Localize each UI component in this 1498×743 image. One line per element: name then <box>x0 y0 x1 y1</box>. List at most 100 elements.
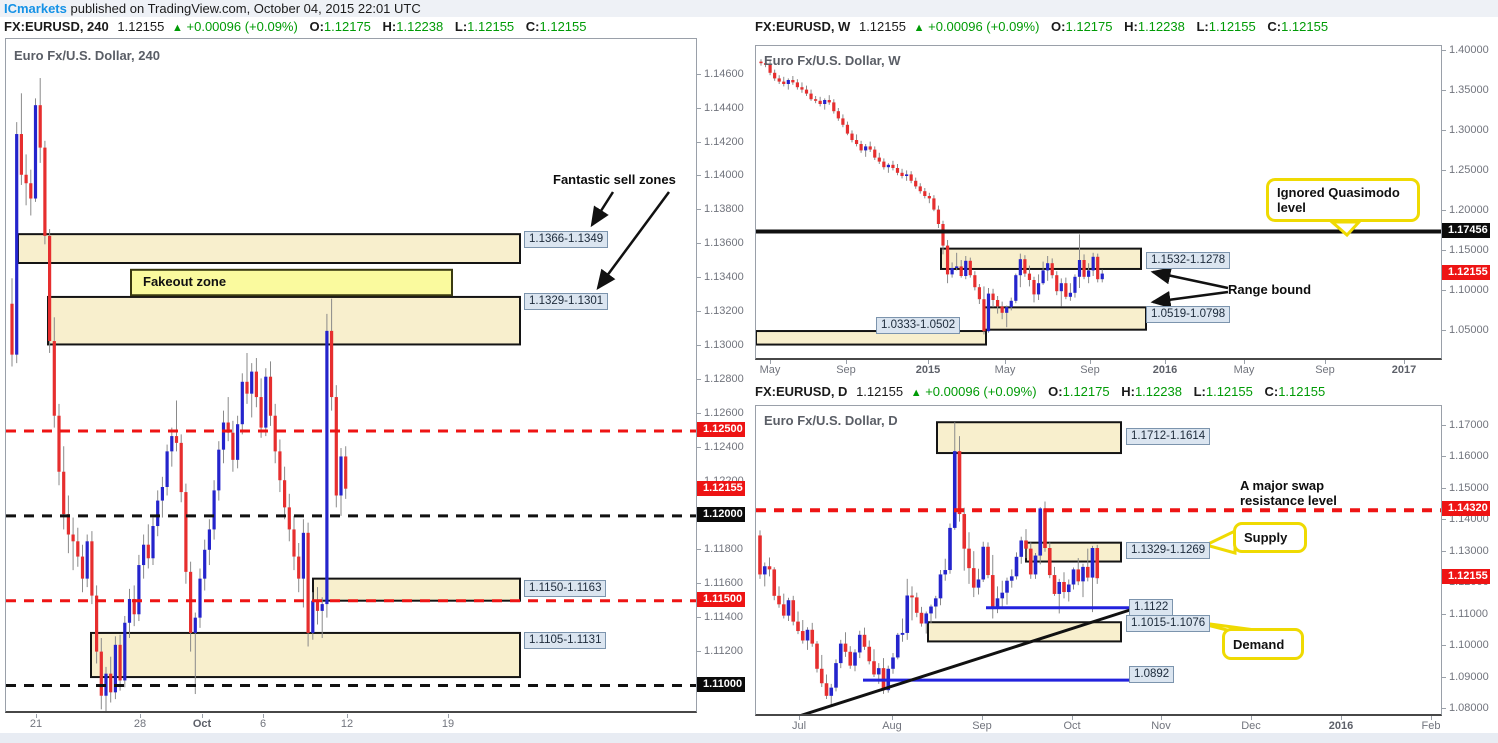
publisher-link[interactable]: ICmarkets <box>4 1 67 16</box>
price-range-label[interactable]: 1.1122 <box>1129 599 1174 616</box>
bottom-strip <box>0 733 1498 743</box>
y-axis-label: 1.14600 <box>697 67 744 81</box>
y-axis-label: 1.12800 <box>697 372 744 386</box>
chart-header-240: FX:EURUSD, 240 1.12155 ▲ +0.00096 (+0.09… <box>4 19 587 34</box>
chart-canvas-cd <box>756 421 1441 714</box>
x-axis-tick <box>846 360 847 364</box>
y-axis-label: 1.15000 <box>1442 481 1489 495</box>
y-axis-label: 1.11800 <box>697 542 743 556</box>
price-range-label[interactable]: 1.1329-1.1269 <box>1126 542 1211 559</box>
price-tag-black: 1.11000 <box>697 676 745 692</box>
x-axis-tick <box>1244 360 1245 364</box>
annotation-note[interactable]: Range bound <box>1228 282 1312 297</box>
x-axis-tick <box>1251 716 1252 720</box>
y-axis-label: 1.20000 <box>1442 203 1489 217</box>
price-range-label[interactable]: 1.0519-1.0798 <box>1146 306 1231 323</box>
x-axis-label: Jul <box>791 720 807 732</box>
y-axis-label: 1.15000 <box>1442 243 1489 257</box>
x-axis-label: Sep <box>972 720 992 732</box>
y-axis-label: 1.17000 <box>1442 418 1489 432</box>
x-axis-tick <box>928 360 929 364</box>
price-range-label[interactable]: 1.1329-1.1301 <box>524 293 609 310</box>
x-axis-tick <box>770 360 771 364</box>
x-axis-tick <box>892 716 893 720</box>
x-axis-label: Oct <box>192 718 212 730</box>
y-axis-label: 1.35000 <box>1442 83 1489 97</box>
price-range-label[interactable]: 1.1532-1.1278 <box>1146 252 1231 269</box>
y-axis-label: 1.40000 <box>1442 43 1489 57</box>
y-axis-label: 1.14000 <box>697 168 744 182</box>
y-axis-label: 1.13600 <box>697 236 744 250</box>
x-axis-label: May <box>759 364 781 376</box>
y-axis-label: 1.13000 <box>697 338 744 352</box>
x-axis-tick <box>1161 716 1162 720</box>
y-axis-label: 1.13400 <box>697 270 744 284</box>
y-axis-label: 1.25000 <box>1442 163 1489 177</box>
price-chart-daily[interactable] <box>755 405 1442 716</box>
y-axis-label: 1.12600 <box>697 406 744 420</box>
y-axis-label: 1.09000 <box>1442 670 1489 684</box>
x-axis-label: 28 <box>133 718 147 730</box>
low-value: 1.12155 <box>467 19 515 34</box>
price-range-label[interactable]: 1.1150-1.1163 <box>524 580 607 597</box>
y-axis-label: 1.13000 <box>1442 544 1489 558</box>
y-axis-label: 1.14000 <box>1442 512 1489 526</box>
high-value: 1.12238 <box>396 19 444 34</box>
last-price: 1.12155 <box>117 19 165 34</box>
fakeout-zone-label[interactable]: Fakeout zone <box>143 273 227 289</box>
callout-bubble[interactable]: Demand <box>1222 628 1304 660</box>
price-range-label[interactable]: 1.1105-1.1131 <box>524 632 607 649</box>
x-axis-label: 2015 <box>915 364 941 376</box>
x-axis-label: Aug <box>882 720 902 732</box>
price-tag-red: 1.12155 <box>1442 569 1490 585</box>
x-axis-tick <box>140 714 141 718</box>
x-axis-tick <box>1005 360 1006 364</box>
y-axis-label: 1.11000 <box>1442 607 1488 621</box>
symbol-weekly: FX:EURUSD, W <box>755 19 851 34</box>
symbol-240: FX:EURUSD, 240 <box>4 19 109 34</box>
x-axis-tick <box>982 716 983 720</box>
price-chart-240[interactable] <box>5 38 697 713</box>
chart-canvas-c240 <box>6 78 696 711</box>
x-axis-label: Sep <box>836 364 856 376</box>
x-axis-label: 6 <box>259 718 267 730</box>
chart-title-weekly: Euro Fx/U.S. Dollar, W <box>764 53 901 68</box>
x-axis-label: Oct <box>1063 720 1081 732</box>
y-axis-label: 1.12400 <box>697 440 744 454</box>
price-tag-red: 1.14320 <box>1442 501 1490 517</box>
x-axis-tick <box>799 716 800 720</box>
price-range-label[interactable]: 1.1712-1.1614 <box>1126 428 1211 445</box>
change: +0.00096 (+0.09%) <box>186 19 298 34</box>
x-axis-label: 2017 <box>1391 364 1417 376</box>
x-axis-label: Sep <box>1080 364 1100 376</box>
price-range-label[interactable]: 1.0333-1.0502 <box>876 317 961 334</box>
x-axis-label: Sep <box>1315 364 1335 376</box>
x-axis-label: 2016 <box>1152 364 1178 376</box>
x-axis-label: Feb <box>1421 720 1441 732</box>
up-arrow-icon: ▲ <box>172 22 183 34</box>
price-tag-black: 1.17456 <box>1442 222 1490 238</box>
x-axis-label: 21 <box>29 718 43 730</box>
x-axis-label: 12 <box>340 718 354 730</box>
price-range-label[interactable]: 1.1015-1.1076 <box>1126 615 1211 632</box>
y-axis-label: 1.14400 <box>697 101 744 115</box>
chart-title-240: Euro Fx/U.S. Dollar, 240 <box>14 48 160 63</box>
callout-bubble[interactable]: Supply <box>1233 522 1307 553</box>
y-axis-label: 1.10000 <box>1442 638 1489 652</box>
annotation-note[interactable]: A major swap resistance level <box>1240 478 1337 508</box>
publish-text: published on TradingView.com, October 04… <box>66 1 421 16</box>
x-axis-tick <box>1404 360 1405 364</box>
open-value: 1.12175 <box>323 19 371 34</box>
x-axis-tick <box>263 714 264 718</box>
price-range-label[interactable]: 1.1366-1.1349 <box>524 231 609 248</box>
x-axis-label: Dec <box>1241 720 1261 732</box>
x-axis-tick <box>448 714 449 718</box>
price-range-label[interactable]: 1.0892 <box>1129 666 1175 683</box>
x-axis-label: 2016 <box>1328 720 1354 732</box>
callout-bubble[interactable]: Ignored Quasimodo level <box>1266 178 1420 222</box>
symbol-daily: FX:EURUSD, D <box>755 384 848 399</box>
x-axis-tick <box>1341 716 1342 720</box>
x-axis-label: Nov <box>1151 720 1171 732</box>
x-axis-label: May <box>994 364 1016 376</box>
annotation-note[interactable]: Fantastic sell zones <box>553 172 676 187</box>
